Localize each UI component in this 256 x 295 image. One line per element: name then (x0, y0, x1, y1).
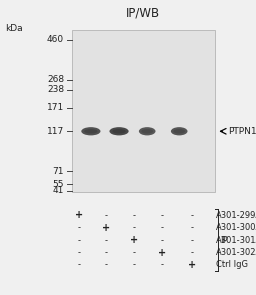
Text: -: - (161, 236, 164, 245)
Text: +: + (102, 223, 110, 233)
Ellipse shape (112, 129, 126, 134)
Text: -: - (133, 260, 136, 269)
Text: IP: IP (220, 236, 228, 245)
Text: A301-299A: A301-299A (216, 211, 256, 220)
Text: 117: 117 (47, 127, 64, 136)
Text: +: + (130, 235, 138, 245)
Bar (72, 30, 215, 192)
Text: -: - (105, 211, 108, 220)
Text: A301-301A: A301-301A (216, 236, 256, 245)
Text: +: + (75, 210, 83, 220)
Text: -: - (161, 260, 164, 269)
Text: 41: 41 (53, 186, 64, 195)
Text: +: + (158, 248, 167, 258)
Text: -: - (133, 223, 136, 232)
Text: -: - (161, 211, 164, 220)
Text: Ctrl IgG: Ctrl IgG (216, 260, 248, 269)
Text: 460: 460 (47, 35, 64, 44)
Text: -: - (133, 248, 136, 257)
Text: +: + (188, 260, 196, 270)
Text: 171: 171 (47, 103, 64, 112)
Ellipse shape (81, 127, 100, 135)
Text: -: - (190, 211, 194, 220)
Text: -: - (190, 236, 194, 245)
Text: -: - (133, 211, 136, 220)
Text: -: - (190, 223, 194, 232)
Ellipse shape (84, 129, 98, 134)
Ellipse shape (139, 127, 155, 135)
Text: -: - (78, 260, 81, 269)
Text: 55: 55 (52, 180, 64, 189)
Text: -: - (190, 248, 194, 257)
Text: IP/WB: IP/WB (126, 7, 161, 20)
Ellipse shape (141, 129, 153, 134)
Text: -: - (78, 223, 81, 232)
Ellipse shape (171, 127, 187, 135)
Ellipse shape (110, 127, 129, 135)
Text: 71: 71 (52, 167, 64, 176)
Text: 268: 268 (47, 75, 64, 84)
Text: A301-302A: A301-302A (216, 248, 256, 257)
Text: kDa: kDa (5, 24, 23, 32)
Text: -: - (78, 248, 81, 257)
Text: -: - (105, 236, 108, 245)
Ellipse shape (173, 129, 185, 134)
Text: -: - (105, 260, 108, 269)
Text: 238: 238 (47, 86, 64, 94)
Text: -: - (161, 223, 164, 232)
Text: -: - (105, 248, 108, 257)
Text: A301-300A: A301-300A (216, 223, 256, 232)
Text: -: - (78, 236, 81, 245)
Text: PTPN12: PTPN12 (228, 127, 256, 136)
